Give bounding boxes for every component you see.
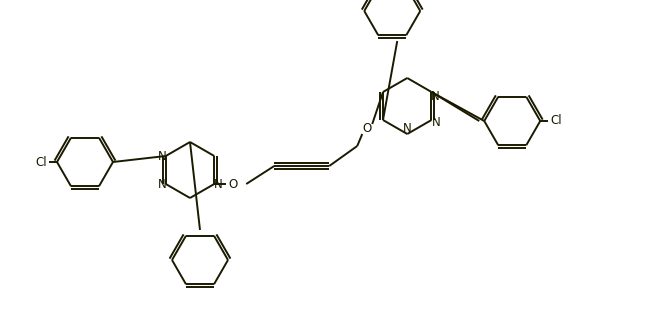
Text: Cl: Cl	[35, 156, 47, 168]
Text: O: O	[362, 123, 372, 135]
Text: N: N	[403, 123, 412, 135]
Text: N: N	[432, 115, 441, 129]
Text: N: N	[158, 178, 166, 191]
Text: N: N	[431, 90, 440, 102]
Text: N: N	[214, 178, 223, 191]
Text: N: N	[158, 149, 166, 163]
Text: O: O	[229, 178, 238, 191]
Text: Cl: Cl	[550, 114, 562, 128]
